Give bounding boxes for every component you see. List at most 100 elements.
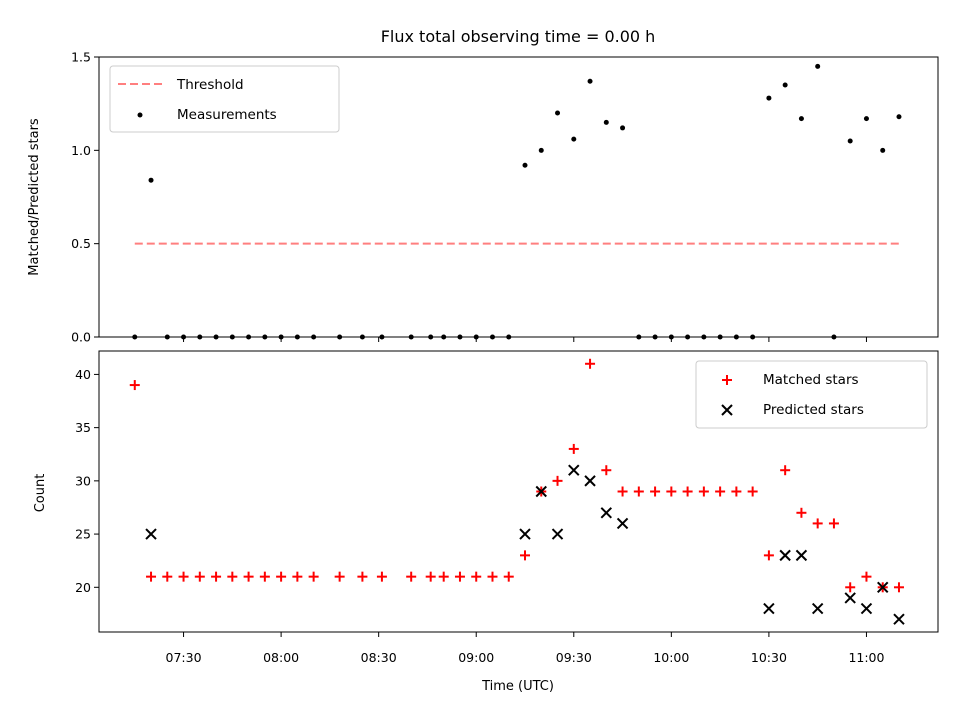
measurement-point: [571, 136, 577, 142]
predicted-star-point: [844, 592, 856, 604]
top-y-tick-label: 0.5: [71, 236, 91, 251]
matched-star-point: [425, 571, 436, 582]
x-tick-label: 08:00: [263, 650, 299, 665]
predicted-stars-layer: [145, 464, 905, 625]
legend-predicted-marker-b: [721, 404, 733, 416]
matched-star-point: [568, 443, 579, 454]
matched-star-point: [698, 486, 709, 497]
legend-predicted-label: Predicted stars: [763, 402, 864, 418]
matched-star-point: [682, 486, 693, 497]
top-x-axis-ticks: [183, 337, 867, 342]
legend-predicted-swatch: [721, 404, 733, 416]
predicted-star-point-b: [877, 581, 889, 594]
x-tick-label: 09:00: [458, 650, 494, 665]
measurement-point: [620, 125, 626, 131]
bottom-panel: 20 25 30 35 40 07:30 08:00 08:30 09:00 09:30 10:0…: [33, 350, 939, 694]
x-tick-label: 07:30: [166, 650, 202, 665]
top-axes-frame: [98, 56, 939, 338]
matched-star-point: [796, 507, 807, 518]
bottom-y-tick-label: 25: [75, 527, 91, 542]
measurement-point: [798, 116, 804, 122]
predicted-star-point: [811, 602, 824, 615]
matched-star-point: [812, 518, 823, 529]
legend-matched-swatch: [722, 375, 732, 385]
top-y-tick-label: 1.0: [71, 143, 91, 158]
bottom-y-tick-label: 40: [75, 367, 91, 382]
matched-star-point: [633, 486, 644, 497]
matched-star-point: [162, 571, 173, 582]
predicted-star-point: [795, 549, 808, 562]
predicted-star-point-b: [860, 602, 873, 615]
matched-star-point: [454, 571, 465, 582]
measurement-point: [896, 114, 902, 120]
predicted-star-point-b: [616, 517, 629, 530]
matched-star-point: [178, 571, 189, 582]
measurement-point: [880, 147, 886, 153]
matched-star-point: [552, 475, 563, 486]
predicted-star-point-b: [600, 507, 613, 519]
matched-star-point: [585, 358, 596, 369]
legend-measurements-swatch: [137, 112, 143, 118]
predicted-star-point: [600, 507, 613, 519]
legend-threshold-label: Threshold: [176, 77, 244, 93]
x-tick-label: 10:00: [653, 650, 689, 665]
predicted-star-point: [535, 485, 547, 498]
matched-star-point: [845, 582, 856, 593]
predicted-star-point-b: [568, 464, 580, 476]
matched-star-point: [601, 465, 612, 476]
predicted-star-point: [551, 528, 564, 540]
matched-star-point: [861, 571, 872, 582]
figure-title: Flux total observing time = 0.00 h: [381, 27, 656, 46]
x-tick-label: 09:30: [556, 650, 592, 665]
bottom-y-tick-label: 30: [75, 473, 91, 488]
bottom-x-axis-ticks: 07:30 08:00 08:30 09:00 09:30 10:00 10:30 11:00: [166, 632, 885, 665]
predicted-star-point: [519, 528, 531, 540]
matched-star-point: [357, 571, 368, 582]
top-panel: 0.0 0.5 1.0 1.5 Matched/Predicted stars Thr…: [27, 50, 939, 345]
predicted-star-point-b: [145, 528, 157, 540]
matched-star-point: [893, 582, 904, 593]
matched-star-point: [650, 486, 661, 497]
matched-star-point: [376, 571, 387, 582]
predicted-star-point: [763, 602, 775, 615]
top-legend-box: [109, 65, 340, 133]
matched-star-point: [194, 571, 205, 582]
predicted-star-point-b: [763, 602, 775, 615]
predicted-star-point: [145, 528, 157, 540]
top-y-tick-label: 1.5: [71, 50, 91, 65]
predicted-star-point: [616, 517, 629, 530]
predicted-star-point: [893, 613, 905, 625]
bottom-y-tick-label: 20: [75, 580, 91, 595]
predicted-star-point: [877, 581, 889, 594]
bottom-y-axis-label: Count: [33, 474, 48, 513]
measurement-point: [847, 138, 853, 144]
predicted-star-point-b: [535, 485, 547, 498]
legend-matched-marker: [722, 375, 732, 385]
predicted-star-point: [860, 602, 873, 615]
matched-star-point: [129, 380, 140, 391]
predicted-star-point-b: [584, 475, 596, 487]
bottom-y-axis-ticks: 20 25 30 35 40: [75, 367, 99, 595]
top-y-axis-ticks: 0.0 0.5 1.0 1.5: [71, 50, 99, 345]
matched-star-point: [747, 486, 758, 497]
top-y-axis-label: Matched/Predicted stars: [27, 118, 42, 276]
legend-predicted-marker: [721, 404, 733, 416]
predicted-star-point-b: [893, 613, 905, 625]
matched-star-point: [334, 571, 345, 582]
measurement-point: [815, 63, 821, 69]
measurement-point: [522, 162, 528, 168]
measurement-point: [148, 177, 154, 183]
x-tick-label: 08:30: [361, 650, 397, 665]
x-axis-label: Time (UTC): [481, 679, 554, 694]
predicted-star-point-b: [811, 602, 824, 615]
predicted-star-point: [584, 475, 596, 487]
measurement-point: [766, 95, 772, 101]
x-tick-label: 10:30: [751, 650, 787, 665]
matched-star-point: [763, 550, 774, 561]
predicted-star-point-b: [519, 528, 531, 540]
matched-star-point: [503, 571, 514, 582]
legend-matched-label: Matched stars: [763, 372, 859, 388]
matched-star-point: [828, 518, 839, 529]
predicted-star-point: [568, 464, 580, 476]
